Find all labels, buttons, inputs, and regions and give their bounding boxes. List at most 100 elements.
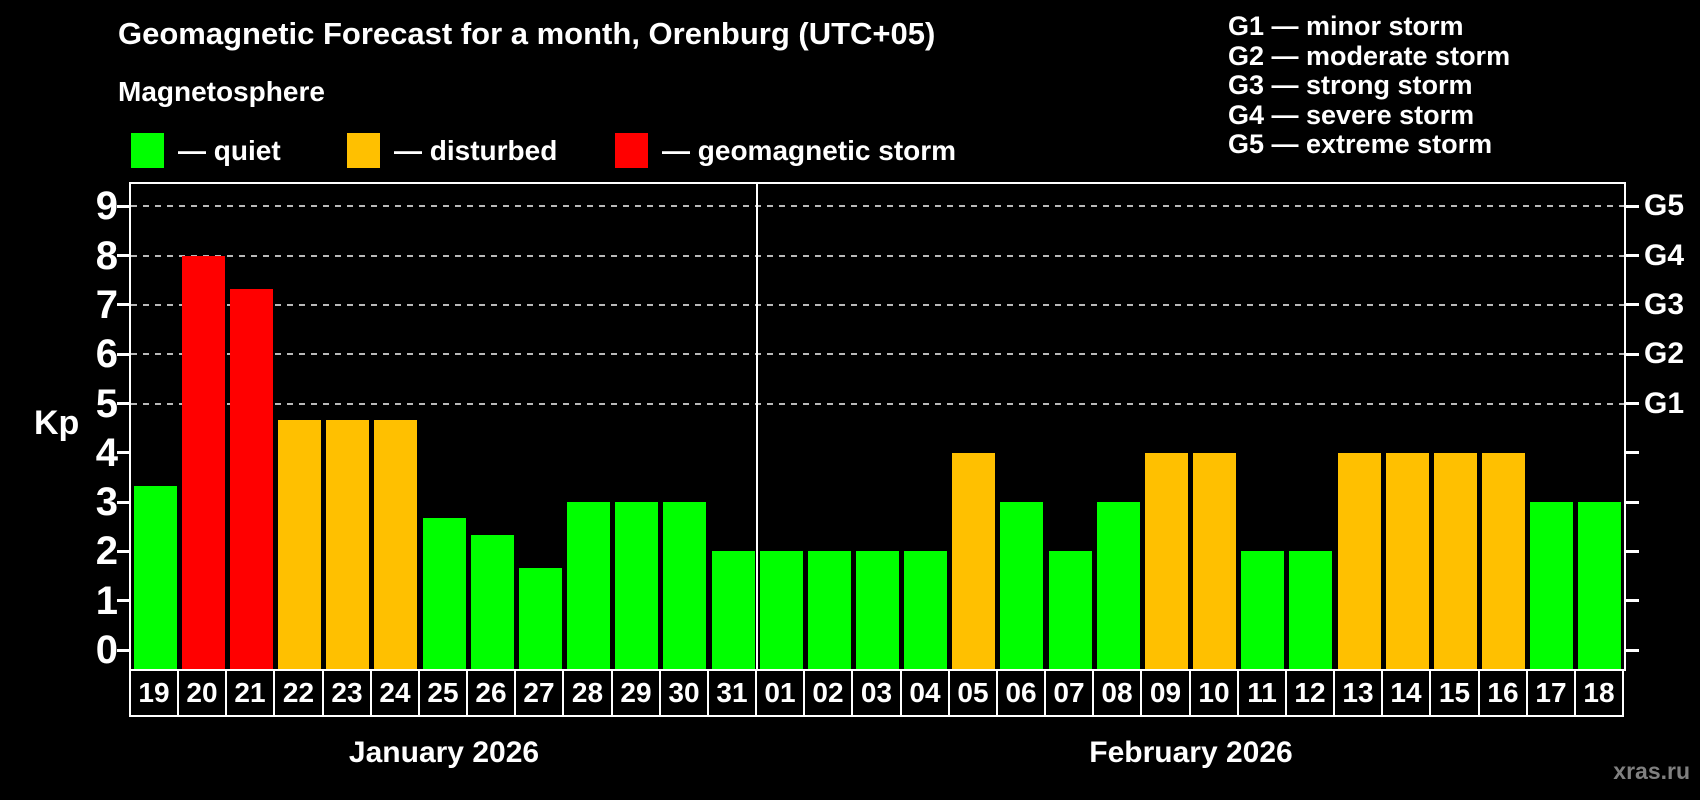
- kp-bar: [1434, 453, 1477, 669]
- day-label: 27: [514, 669, 564, 717]
- y-axis-tick: [117, 254, 130, 258]
- kp-bar: [904, 551, 947, 669]
- disturbed-color-swatch: [347, 133, 380, 168]
- day-label: 25: [418, 669, 468, 717]
- day-label: 13: [1333, 669, 1383, 717]
- right-axis-tick: [1626, 402, 1639, 405]
- y-tick-label: 1: [95, 578, 118, 623]
- day-label: 20: [177, 669, 227, 717]
- day-label: 10: [1189, 669, 1239, 717]
- day-label: 16: [1478, 669, 1528, 717]
- right-axis-tick: [1626, 549, 1639, 553]
- quiet-color-swatch: [131, 133, 164, 168]
- kp-bar: [856, 551, 899, 669]
- y-tick-label: 5: [95, 381, 118, 426]
- kp-bar: [567, 502, 610, 669]
- g2-legend-line: G2 — moderate storm: [1228, 40, 1511, 71]
- kp-bar: [326, 420, 369, 669]
- kp-axis-label: Kp: [34, 404, 80, 442]
- day-label: 30: [659, 669, 709, 717]
- day-label: 05: [948, 669, 998, 717]
- kp-gridline: [131, 353, 1624, 356]
- kp-bar: [1338, 453, 1381, 669]
- kp-bar: [519, 568, 562, 669]
- day-label: 03: [851, 669, 902, 717]
- g3-legend-line: G3 — strong storm: [1228, 70, 1473, 100]
- day-label: 14: [1381, 669, 1431, 717]
- day-label: 21: [225, 669, 275, 717]
- kp-bar: [1241, 551, 1284, 669]
- g-level-label-g1: G1: [1644, 386, 1685, 420]
- kp-bar: [1193, 453, 1236, 669]
- day-label: 28: [562, 669, 613, 717]
- day-label: 19: [129, 669, 179, 717]
- day-label: 06: [996, 669, 1046, 717]
- month-label: January 2026: [348, 736, 540, 769]
- g-scale-legend: G1 — minor storm G2 — moderate storm G3 …: [1228, 11, 1511, 160]
- day-label: 12: [1285, 669, 1335, 717]
- right-axis-tick: [1626, 451, 1639, 455]
- kp-bar: [1000, 502, 1043, 669]
- day-label: 11: [1237, 669, 1287, 717]
- day-label: 24: [370, 669, 420, 717]
- y-tick-label: 8: [95, 233, 118, 278]
- kp-bar: [1097, 502, 1140, 669]
- plot-area: [129, 182, 1626, 671]
- kp-gridline: [131, 402, 1624, 405]
- kp-gridline: [131, 303, 1624, 306]
- day-label: 15: [1429, 669, 1480, 717]
- kp-gridline: [131, 254, 1624, 257]
- g-level-label-g5: G5: [1644, 189, 1685, 223]
- kp-bar: [1482, 453, 1525, 669]
- day-label: 23: [322, 669, 372, 717]
- right-axis-tick: [1626, 254, 1639, 258]
- day-label: 26: [466, 669, 516, 717]
- y-tick-label: 0: [95, 628, 118, 672]
- kp-bar: [808, 551, 851, 669]
- y-tick-label: 9: [95, 184, 118, 229]
- legend-item-storm: — geomagnetic storm: [615, 133, 956, 168]
- day-label: 29: [611, 669, 661, 717]
- g5-legend-line: G5 — extreme storm: [1228, 129, 1493, 159]
- right-axis-tick: [1626, 599, 1639, 603]
- legend-disturbed-label: — disturbed: [394, 134, 558, 166]
- right-axis-tick: [1626, 500, 1639, 504]
- g-level-label-g3: G3: [1644, 287, 1685, 321]
- chart-subtitle: Magnetosphere: [118, 76, 325, 107]
- kp-bar: [760, 551, 803, 669]
- y-axis-tick: [117, 402, 130, 405]
- y-axis-tick: [117, 303, 130, 307]
- kp-bar: [1289, 551, 1332, 669]
- y-axis-tick: [117, 204, 130, 208]
- y-tick-label: 6: [95, 332, 118, 377]
- g-level-label-g4: G4: [1644, 238, 1685, 272]
- day-label: 01: [755, 669, 805, 717]
- g-level-label-g2: G2: [1644, 337, 1685, 371]
- day-label: 18: [1574, 669, 1624, 717]
- kp-bar: [134, 486, 177, 669]
- right-axis-tick: [1626, 303, 1639, 307]
- legend-quiet-label: — quiet: [178, 134, 281, 166]
- kp-bar: [712, 551, 755, 669]
- g4-legend-line: G4 — severe storm: [1228, 99, 1475, 130]
- month-label: February 2026: [1089, 736, 1293, 769]
- y-axis-tick: [117, 352, 130, 356]
- kp-bar: [423, 518, 466, 669]
- y-axis-tick: [117, 549, 130, 553]
- kp-bar: [1049, 551, 1092, 669]
- y-axis-tick: [117, 599, 130, 603]
- y-tick-label: 4: [95, 430, 118, 475]
- day-label: 08: [1092, 669, 1142, 717]
- day-label: 31: [707, 669, 757, 717]
- kp-bar: [374, 420, 417, 669]
- month-divider: [756, 184, 758, 669]
- day-label: 17: [1526, 669, 1576, 717]
- kp-bar: [1145, 453, 1188, 669]
- kp-bar: [230, 289, 273, 669]
- day-label: 22: [273, 669, 324, 717]
- y-tick-label: 7: [95, 282, 118, 327]
- day-label: 07: [1044, 669, 1094, 717]
- page-title: Geomagnetic Forecast for a month, Orenbu…: [118, 16, 936, 51]
- kp-bar: [1386, 453, 1429, 669]
